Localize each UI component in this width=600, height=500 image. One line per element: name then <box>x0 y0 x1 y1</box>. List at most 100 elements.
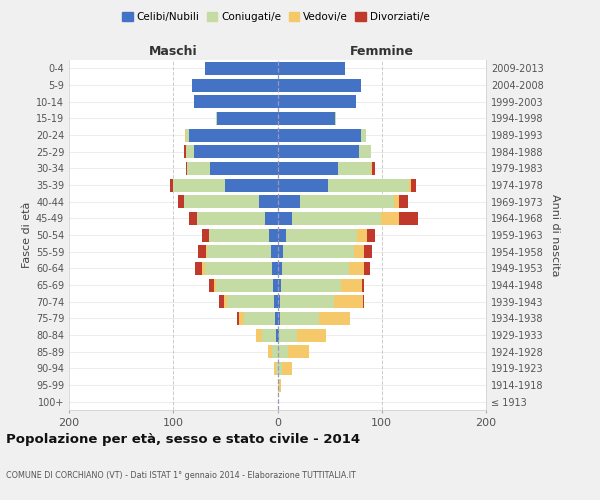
Text: COMUNE DI CORCHIANO (VT) - Dati ISTAT 1° gennaio 2014 - Elaborazione TUTTITALIA.: COMUNE DI CORCHIANO (VT) - Dati ISTAT 1°… <box>6 470 356 480</box>
Bar <box>259 195 277 208</box>
Bar <box>202 262 205 275</box>
Bar <box>277 245 283 258</box>
Bar <box>394 195 400 208</box>
Bar <box>277 278 281 291</box>
Bar <box>349 262 364 275</box>
Bar <box>277 328 278 342</box>
Bar <box>319 312 350 325</box>
Text: Femmine: Femmine <box>350 44 414 58</box>
Bar <box>189 128 277 141</box>
Bar <box>209 278 214 291</box>
Bar <box>216 278 274 291</box>
Bar <box>268 345 272 358</box>
Bar <box>278 328 298 342</box>
Bar <box>364 245 373 258</box>
Bar <box>400 195 408 208</box>
Bar <box>277 178 328 192</box>
Bar <box>280 295 334 308</box>
Bar <box>178 195 184 208</box>
Bar <box>272 262 277 275</box>
Bar <box>173 178 226 192</box>
Bar <box>286 228 357 241</box>
Bar <box>334 295 363 308</box>
Bar <box>265 212 277 225</box>
Bar <box>275 312 277 325</box>
Bar <box>271 245 277 258</box>
Bar <box>361 128 366 141</box>
Bar <box>281 278 341 291</box>
Bar <box>239 312 244 325</box>
Bar <box>194 145 277 158</box>
Bar <box>186 145 194 158</box>
Bar <box>359 145 371 158</box>
Bar <box>194 95 277 108</box>
Bar <box>277 312 280 325</box>
Bar <box>381 212 400 225</box>
Bar <box>363 295 364 308</box>
Bar <box>189 212 197 225</box>
Bar <box>367 228 376 241</box>
Bar <box>278 378 281 392</box>
Bar <box>224 295 227 308</box>
Bar <box>301 195 394 208</box>
Bar <box>277 145 359 158</box>
Bar <box>277 112 335 125</box>
Bar <box>244 312 275 325</box>
Bar <box>219 295 224 308</box>
Bar <box>277 262 281 275</box>
Bar <box>277 95 356 108</box>
Bar <box>274 362 277 375</box>
Bar <box>227 295 274 308</box>
Bar <box>277 362 281 375</box>
Bar <box>277 78 361 92</box>
Bar <box>262 328 277 342</box>
Bar <box>186 128 189 141</box>
Bar <box>216 112 217 125</box>
Bar <box>274 295 277 308</box>
Y-axis label: Fasce di età: Fasce di età <box>22 202 32 268</box>
Bar <box>277 212 292 225</box>
Bar <box>280 312 319 325</box>
Bar <box>269 228 277 241</box>
Bar <box>185 128 186 141</box>
Bar <box>186 162 187 175</box>
Bar <box>274 278 277 291</box>
Bar <box>209 228 269 241</box>
Bar <box>357 228 367 241</box>
Bar <box>328 178 409 192</box>
Bar <box>277 162 338 175</box>
Bar <box>205 262 272 275</box>
Bar <box>210 162 277 175</box>
Bar <box>281 262 349 275</box>
Y-axis label: Anni di nascita: Anni di nascita <box>550 194 560 276</box>
Bar <box>256 328 262 342</box>
Bar <box>409 178 411 192</box>
Bar <box>341 278 362 291</box>
Bar <box>277 62 345 75</box>
Bar <box>335 112 336 125</box>
Bar <box>198 245 206 258</box>
Bar <box>206 245 271 258</box>
Bar <box>277 345 288 358</box>
Bar <box>338 162 371 175</box>
Bar <box>184 195 259 208</box>
Bar <box>362 278 364 291</box>
Bar <box>226 178 277 192</box>
Bar <box>298 328 326 342</box>
Legend: Celibi/Nubili, Coniugati/e, Vedovi/e, Divorziati/e: Celibi/Nubili, Coniugati/e, Vedovi/e, Di… <box>118 8 434 26</box>
Bar <box>288 345 309 358</box>
Bar <box>237 312 239 325</box>
Bar <box>373 162 376 175</box>
Bar <box>192 78 277 92</box>
Bar <box>292 212 381 225</box>
Bar <box>281 362 292 375</box>
Text: Popolazione per età, sesso e stato civile - 2014: Popolazione per età, sesso e stato civil… <box>6 432 360 446</box>
Text: Maschi: Maschi <box>149 44 197 58</box>
Bar <box>283 245 353 258</box>
Bar <box>411 178 416 192</box>
Bar <box>197 212 265 225</box>
Bar <box>364 262 370 275</box>
Bar <box>353 245 364 258</box>
Bar <box>277 195 301 208</box>
Bar <box>277 128 361 141</box>
